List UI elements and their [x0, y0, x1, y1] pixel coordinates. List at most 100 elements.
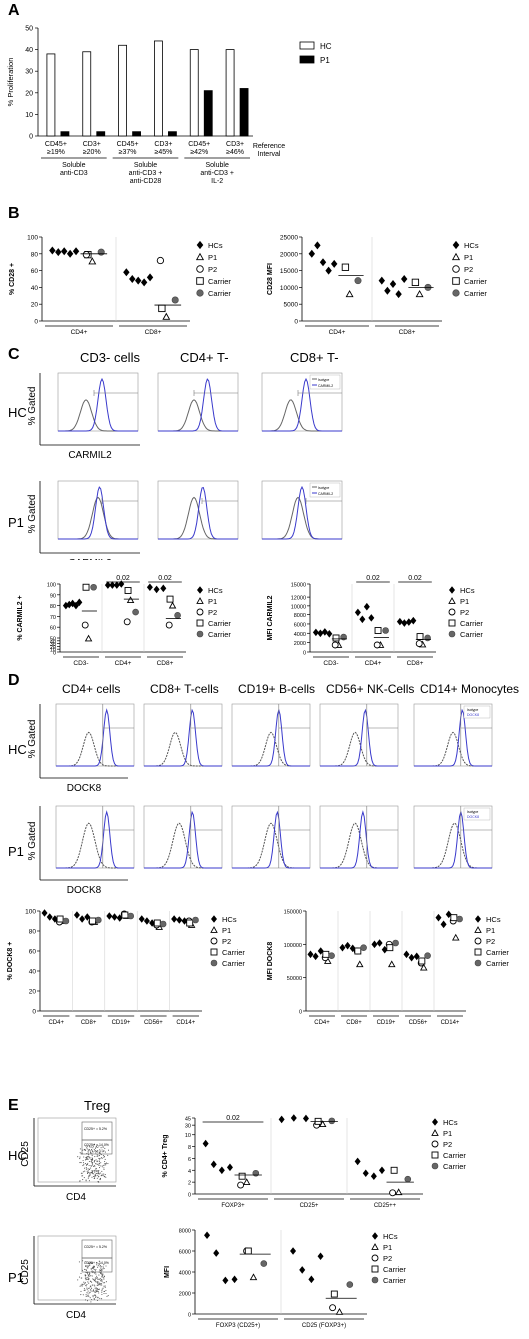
d-col-title-1: CD8+ T-cells — [150, 682, 219, 696]
flow-event — [103, 1156, 105, 1158]
group-label: anti-CD3 + — [200, 170, 234, 177]
category-label: CD25 (FOXP3+) — [302, 1323, 346, 1329]
flow-event — [82, 1165, 84, 1167]
point-carrier — [452, 277, 460, 285]
flow-event — [100, 1147, 102, 1149]
flow-event — [101, 1276, 103, 1278]
flow-event — [89, 1273, 91, 1275]
point-hcs — [72, 247, 80, 256]
histogram-curve — [262, 377, 342, 432]
flow-event — [94, 1171, 96, 1173]
flow-event — [93, 1161, 95, 1163]
flow-event — [79, 1148, 81, 1150]
point-hcs — [384, 286, 391, 295]
flow-event — [86, 1300, 89, 1302]
category-label: CD3- — [323, 660, 338, 667]
point-hcs — [231, 1275, 238, 1284]
point-carrier-filled — [260, 1260, 268, 1267]
flow-event — [90, 1275, 92, 1277]
point-p2 — [165, 621, 173, 629]
y-tick-label: 80 — [31, 251, 39, 258]
flow-event — [90, 1280, 92, 1283]
flow-event — [85, 1265, 87, 1268]
legend-swatch — [299, 55, 315, 64]
e-row-p1: P1 — [8, 1270, 24, 1285]
flow-event — [84, 1167, 86, 1169]
category-label: CD19+ — [377, 1020, 396, 1026]
legend-label: Carrier — [443, 1151, 466, 1160]
flow-event — [77, 1279, 79, 1281]
flow-event — [100, 1162, 102, 1164]
flow-event — [97, 1163, 99, 1165]
flow-event — [94, 1291, 96, 1293]
flow-event — [105, 1176, 107, 1178]
flow-event — [104, 1175, 106, 1177]
flow-event — [92, 1295, 94, 1297]
legend-label: P2 — [222, 937, 231, 946]
point-p2 — [81, 621, 89, 629]
y-tick-label: 100 — [27, 235, 38, 242]
flow-event — [94, 1173, 96, 1175]
category-label: CD56+ — [409, 1020, 428, 1026]
y-tick-label: 10 — [25, 112, 33, 119]
point-carrier — [322, 950, 330, 958]
flow-event — [85, 1166, 87, 1169]
point-hcs — [370, 1172, 377, 1181]
histogram-curve — [144, 810, 222, 869]
point-p2 — [210, 937, 218, 945]
y-tick-label: 10 — [50, 648, 56, 654]
flow-event — [91, 1157, 94, 1159]
y-tick-label: 8000 — [294, 613, 306, 619]
flow-event — [86, 1292, 88, 1294]
flow-event — [103, 1285, 105, 1287]
flow-event — [100, 1283, 102, 1285]
category-label: CD8+ — [157, 660, 174, 667]
flow-event — [83, 1288, 85, 1290]
point-carrier — [416, 633, 424, 641]
flow-event — [98, 1260, 100, 1262]
flow-event — [77, 1156, 79, 1158]
flow-event — [90, 1289, 92, 1291]
y-axis-label: % CARMIL2 + — [17, 595, 24, 640]
flow-event — [105, 1281, 107, 1283]
point-hcs — [307, 950, 314, 959]
flow-event — [95, 1281, 97, 1283]
flow-event — [102, 1146, 104, 1148]
flow-event — [82, 1260, 84, 1262]
point-hcs — [196, 240, 204, 250]
category-label: CD45+ — [188, 141, 210, 148]
y-axis-label: % Gated — [27, 495, 38, 534]
point-hcs — [354, 1157, 361, 1166]
flow-event — [84, 1281, 86, 1284]
flow-event — [89, 1264, 91, 1266]
significance-label: 0.02 — [408, 575, 422, 582]
flow-event — [86, 1157, 88, 1159]
category-label: CD4+ — [329, 329, 346, 336]
point-hcs — [109, 581, 116, 589]
flow-event — [83, 1177, 85, 1179]
y-tick-label: 4000 — [294, 632, 306, 638]
point-carrier-filled — [196, 630, 204, 638]
point-hcs — [204, 1231, 211, 1240]
point-hcs — [299, 1266, 306, 1274]
flow-event — [104, 1158, 106, 1160]
y-tick-label: 2 — [188, 1181, 191, 1187]
flow-frame — [37, 1117, 117, 1183]
flow-event — [100, 1267, 102, 1269]
legend-label: P1 — [383, 1243, 392, 1252]
y-tick-label: 6000 — [179, 1250, 191, 1256]
legend-label: Carrier — [464, 289, 487, 298]
point-p2 — [371, 1254, 379, 1262]
y-tick-label: 40 — [29, 969, 37, 976]
category-label: CD14+ — [441, 1020, 460, 1026]
c-row-hc: HC — [8, 405, 27, 420]
flow-event — [80, 1162, 82, 1164]
histogram-frame — [143, 805, 223, 869]
flow-event — [91, 1155, 93, 1157]
point-carrier — [238, 1172, 246, 1180]
flow-event — [103, 1275, 105, 1277]
flow-event — [90, 1301, 92, 1303]
y-tick-label: 5000 — [284, 302, 299, 309]
c-col-title-2: CD8+ T- — [290, 350, 339, 365]
